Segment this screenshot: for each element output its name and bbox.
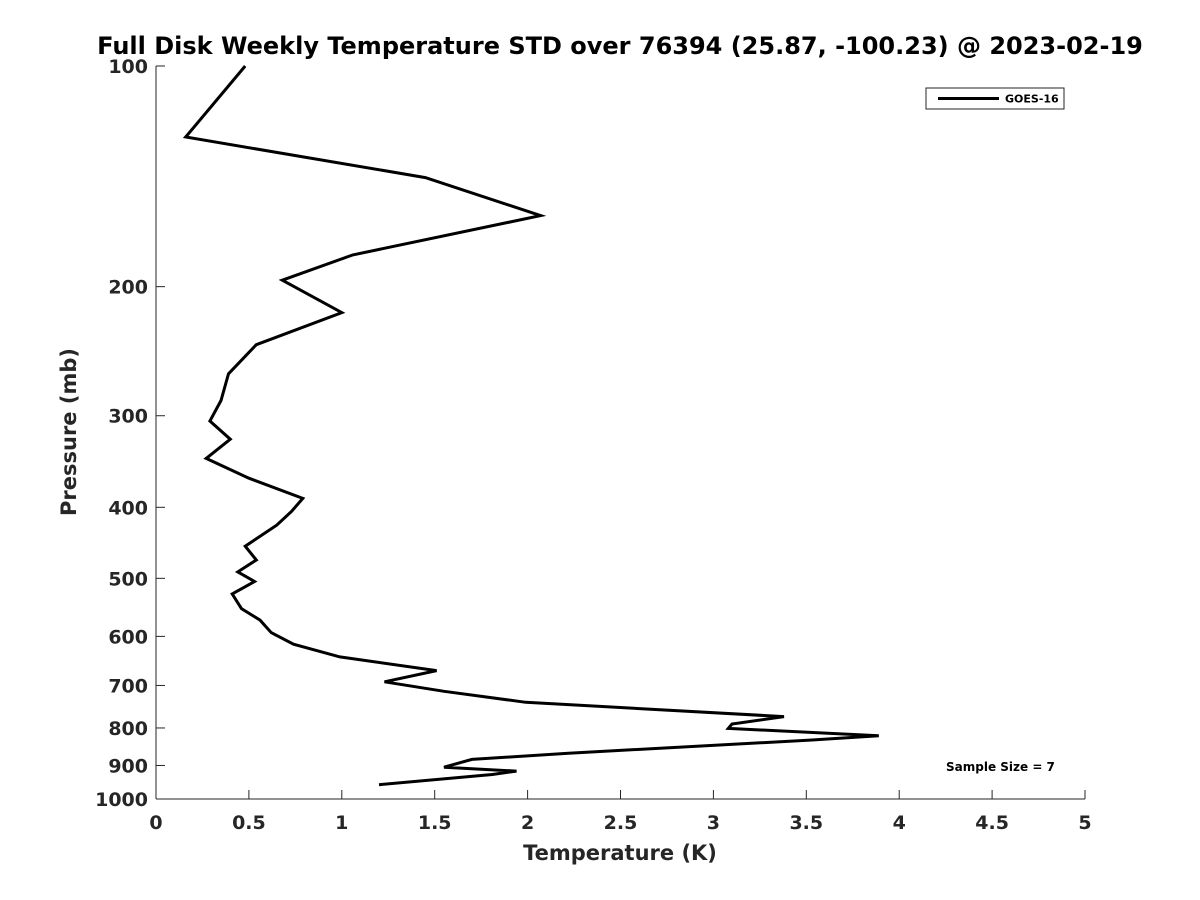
- x-tick-label: 2: [521, 812, 534, 834]
- series-layer: [182, 65, 879, 787]
- legend: GOES-16: [925, 87, 1065, 110]
- sample-size-annotation: Sample Size = 7: [946, 760, 1055, 774]
- legend-label-goes-16: GOES-16: [1005, 93, 1059, 106]
- chart-title: Full Disk Weekly Temperature STD over 76…: [97, 32, 1143, 60]
- x-tick-label: 3: [707, 812, 720, 834]
- y-tick-label: 500: [108, 568, 148, 590]
- x-tick-label: 3.5: [789, 812, 823, 834]
- x-axis-label: Temperature (K): [523, 841, 717, 865]
- x-tick-label: 0: [149, 812, 162, 834]
- y-tick-label: 900: [108, 755, 148, 777]
- x-tick-label: 4: [893, 812, 906, 834]
- y-tick-label: 700: [108, 675, 148, 697]
- x-tick-label: 1: [335, 812, 348, 834]
- y-tick-label: 1000: [95, 789, 148, 811]
- x-tick-label: 1.5: [418, 812, 452, 834]
- y-tick-label: 300: [108, 406, 148, 428]
- y-tick-label: 200: [108, 277, 148, 299]
- series-line-goes-16: [182, 65, 879, 787]
- y-tick-label: 400: [108, 497, 148, 519]
- y-axis-label: Pressure (mb): [57, 348, 81, 516]
- y-tick-label: 100: [108, 56, 148, 78]
- x-axis-ticks: 0 0.5 1 1.5 2 2.5 3 3.5 4 4.5 5: [149, 790, 1092, 834]
- y-tick-label: 800: [108, 718, 148, 740]
- x-tick-label: 4.5: [975, 812, 1009, 834]
- x-tick-label: 0.5: [232, 812, 266, 834]
- x-tick-label: 2.5: [604, 812, 638, 834]
- y-axis-ticks: 100 200 300 400 500 600 700 800 900 1000: [95, 56, 165, 811]
- y-tick-label: 600: [108, 626, 148, 648]
- x-tick-label: 5: [1078, 812, 1091, 834]
